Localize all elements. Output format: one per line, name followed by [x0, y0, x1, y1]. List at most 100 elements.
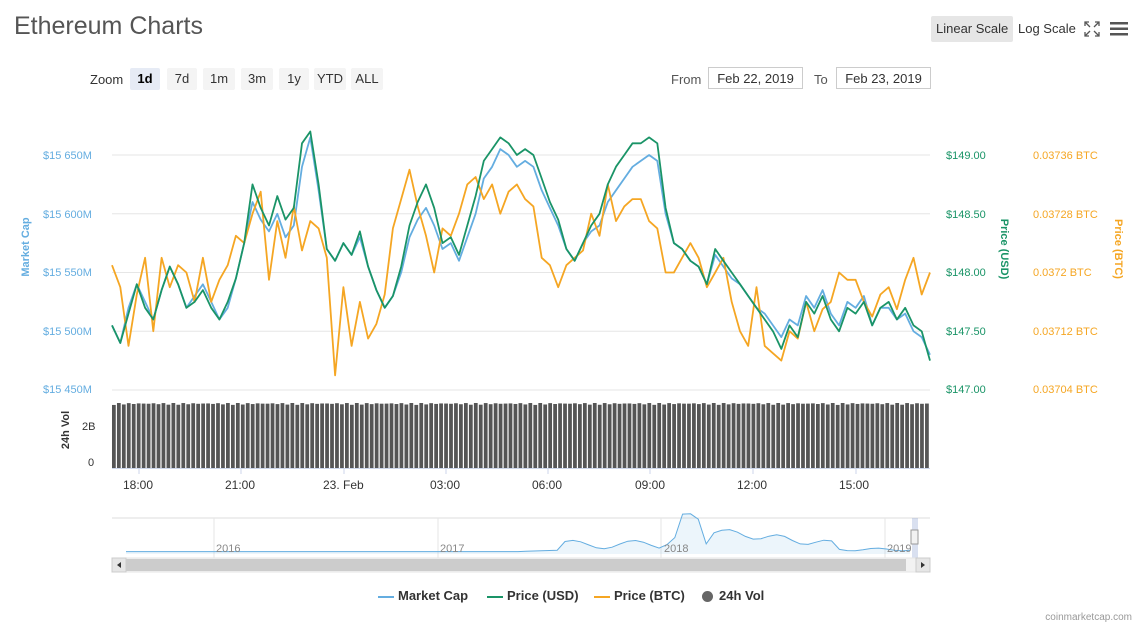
- volume-bar: [840, 403, 845, 468]
- volume-bar: [285, 404, 290, 468]
- volume-bar: [325, 403, 329, 468]
- volume-bar: [211, 403, 215, 468]
- volume-bar: [508, 403, 513, 468]
- chevron-left-icon: [117, 562, 121, 568]
- volume-bar: [781, 404, 786, 468]
- volume-bar: [206, 403, 210, 468]
- volume-bar: [825, 404, 830, 468]
- volume-bar: [146, 403, 151, 468]
- volume-bar: [345, 403, 349, 468]
- volume-bar: [399, 403, 404, 468]
- volume-bar: [404, 404, 409, 468]
- volume-bar: [250, 404, 255, 468]
- from-date-input[interactable]: Feb 22, 2019: [708, 67, 803, 89]
- zoom-1m-button[interactable]: 1m: [203, 68, 235, 90]
- market-cap-line: [111, 136, 931, 356]
- from-label: From: [671, 72, 702, 87]
- navigator-chart[interactable]: [0, 510, 1142, 580]
- legend-24h-vol[interactable]: 24h Vol: [702, 588, 764, 603]
- to-date-input[interactable]: Feb 23, 2019: [836, 67, 931, 89]
- volume-bar: [112, 404, 116, 468]
- volume-bar: [369, 404, 374, 468]
- volume-bar: [815, 404, 820, 468]
- legend-label: Price (USD): [507, 588, 579, 603]
- fullscreen-icon[interactable]: [1084, 21, 1100, 37]
- volume-bar: [364, 403, 369, 468]
- zoom-label: Zoom: [90, 72, 124, 87]
- volume-bar: [483, 403, 488, 468]
- volume-bar: [835, 404, 840, 468]
- volume-bar: [806, 403, 810, 468]
- volume-bar: [582, 403, 587, 468]
- volume-bar: [131, 403, 136, 468]
- left-tick-label: $15 450M: [43, 384, 92, 396]
- volume-bar: [379, 403, 384, 468]
- volume-bar: [300, 403, 305, 468]
- zoom-ytd-button[interactable]: YTD: [314, 68, 346, 90]
- volume-bar: [161, 403, 166, 468]
- volume-bar: [731, 403, 736, 468]
- volume-bar: [652, 404, 657, 468]
- volume-bar: [860, 403, 865, 468]
- btc-tick-label: 0.03712 BTC: [1033, 326, 1098, 338]
- volume-bar: [419, 403, 424, 468]
- legend-price-btc[interactable]: Price (BTC): [594, 588, 685, 603]
- volume-bar: [449, 403, 453, 468]
- volume-bar: [890, 404, 895, 468]
- volume-bar: [855, 403, 860, 468]
- log-scale-button[interactable]: Log Scale: [1018, 21, 1076, 36]
- volume-bar: [126, 403, 131, 468]
- volume-bar: [776, 403, 781, 468]
- price-usd-swatch: [487, 595, 503, 598]
- volume-bar: [389, 403, 394, 468]
- volume-bar: [349, 404, 354, 468]
- navigator-scrollbar-thumb: [126, 559, 906, 571]
- volume-bar: [141, 403, 146, 468]
- volume-bar: [424, 404, 429, 468]
- volume-bar: [523, 404, 528, 468]
- volume-bar: [503, 403, 508, 468]
- left-tick-label: $15 500M: [43, 326, 92, 338]
- zoom-7d-button[interactable]: 7d: [167, 68, 197, 90]
- navigator-year-label: 2016: [216, 543, 241, 555]
- zoom-1y-button[interactable]: 1y: [279, 68, 309, 90]
- volume-bar: [811, 403, 815, 468]
- volume-bar: [865, 403, 870, 468]
- volume-bar: [632, 403, 637, 468]
- menu-icon[interactable]: [1110, 22, 1128, 36]
- legend-price-usd[interactable]: Price (USD): [487, 588, 579, 603]
- btc-tick-label: 0.03704 BTC: [1033, 384, 1098, 396]
- zoom-1d-button[interactable]: 1d: [130, 68, 160, 90]
- volume-bar: [672, 404, 676, 468]
- volume-bar: [270, 403, 275, 468]
- legend-market-cap[interactable]: Market Cap: [378, 588, 468, 603]
- volume-bar: [647, 403, 652, 468]
- volume-bar: [607, 404, 612, 468]
- usd-tick-label: $148.50: [946, 209, 986, 221]
- linear-scale-button[interactable]: Linear Scale: [931, 16, 1014, 42]
- zoom-all-button[interactable]: ALL: [351, 68, 383, 90]
- left-tick-label: $15 650M: [43, 150, 92, 162]
- volume-bar: [682, 403, 686, 468]
- navigator-line: [126, 513, 911, 553]
- volume-bar: [900, 404, 905, 468]
- volume-bar: [592, 403, 597, 468]
- volume-bar: [305, 404, 310, 468]
- volume-bar: [493, 403, 498, 468]
- volume-bar: [335, 403, 339, 468]
- price-chart[interactable]: [0, 0, 1142, 520]
- volume-bar: [687, 403, 691, 468]
- volume-bar: [736, 403, 741, 468]
- left-tick-label: $15 600M: [43, 209, 92, 221]
- volume-bar: [568, 403, 572, 468]
- volume-bar: [463, 403, 468, 468]
- navigator-year-label: 2017: [440, 543, 465, 555]
- volume-tick-label: 2B: [82, 421, 96, 433]
- volume-bar: [830, 403, 835, 468]
- volume-bar: [459, 404, 463, 468]
- volume-bar: [820, 403, 825, 468]
- zoom-3m-button[interactable]: 3m: [241, 68, 273, 90]
- volume-bar: [245, 403, 250, 468]
- volume-bar: [136, 403, 141, 468]
- volume-bar: [498, 403, 503, 468]
